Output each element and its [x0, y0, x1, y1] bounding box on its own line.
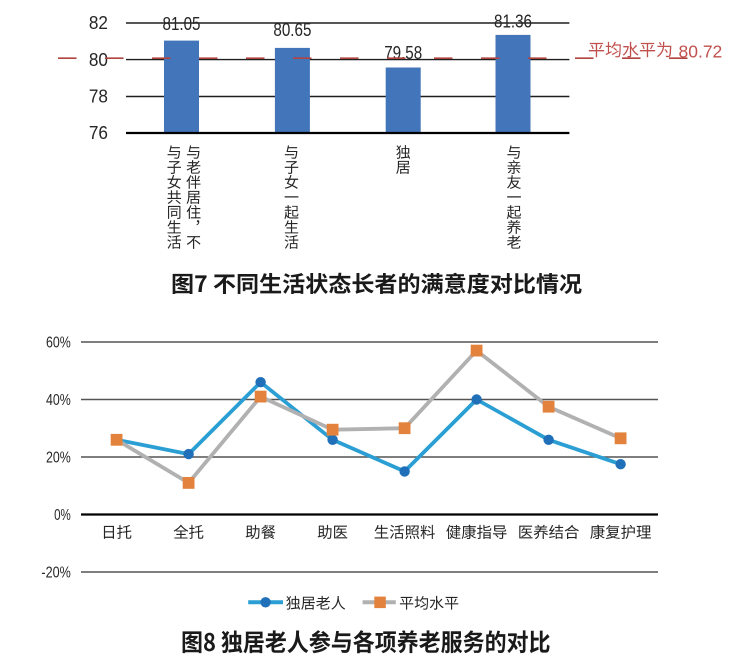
svg-text:20%: 20%	[46, 449, 71, 466]
svg-text:81.05: 81.05	[163, 14, 201, 34]
svg-text:80.65: 80.65	[273, 20, 311, 40]
svg-text:-20%: -20%	[41, 564, 71, 581]
svg-text:81.36: 81.36	[494, 12, 532, 32]
svg-text:78: 78	[89, 87, 108, 107]
svg-text:79.58: 79.58	[384, 43, 422, 63]
svg-text:0%: 0%	[54, 507, 71, 524]
svg-text:40%: 40%	[46, 392, 71, 409]
svg-text:80.72: 80.72	[679, 41, 723, 61]
svg-text:80: 80	[89, 50, 108, 70]
svg-text:76: 76	[89, 123, 108, 143]
svg-text:60%: 60%	[46, 334, 71, 351]
svg-text:82: 82	[89, 13, 108, 33]
